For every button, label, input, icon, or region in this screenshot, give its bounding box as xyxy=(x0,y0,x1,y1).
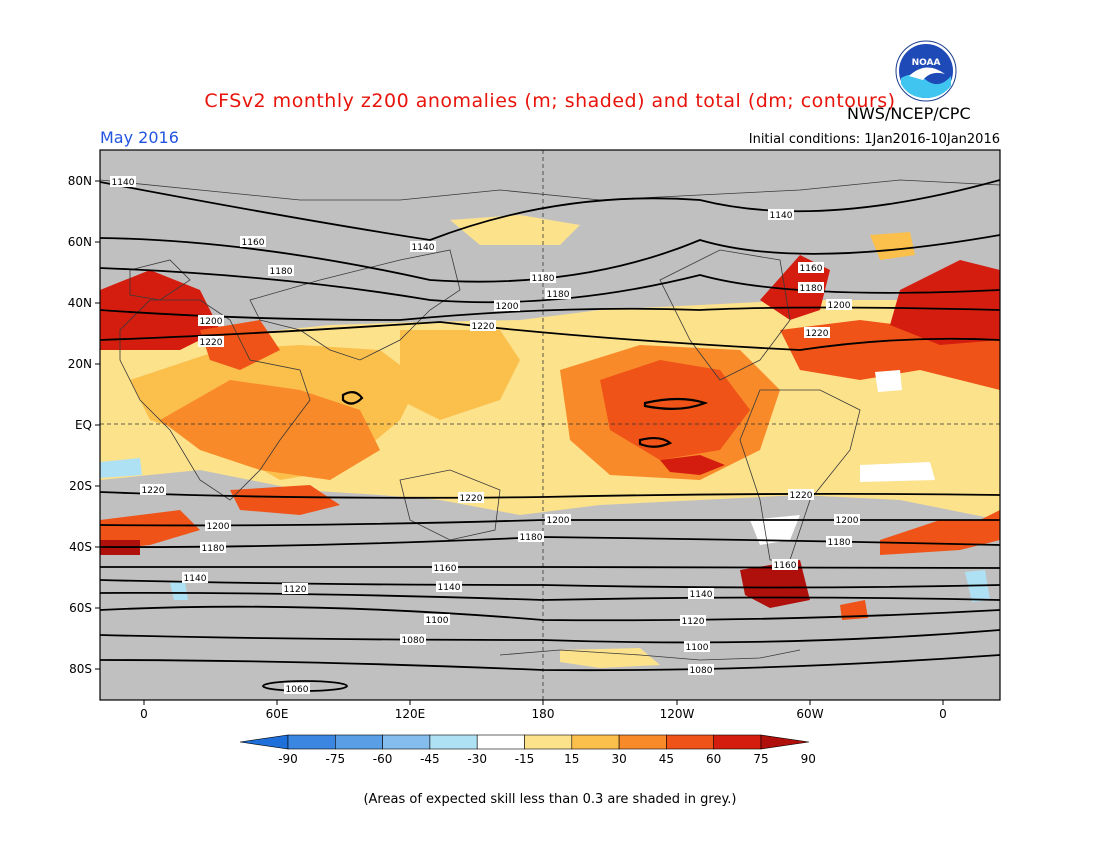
lat-label: 80S xyxy=(69,662,92,676)
colorbar-segment xyxy=(382,734,431,750)
svg-text:1160: 1160 xyxy=(800,264,823,274)
lat-label: 40N xyxy=(68,296,92,310)
svg-text:1200: 1200 xyxy=(200,317,223,327)
svg-text:1220: 1220 xyxy=(806,329,829,339)
anomaly-shading xyxy=(100,215,1000,668)
colorbar-segment xyxy=(713,734,762,750)
colorbar-tick-label: 15 xyxy=(564,752,579,766)
coastlines xyxy=(100,179,1000,661)
svg-text:1200: 1200 xyxy=(828,301,851,311)
svg-text:1140: 1140 xyxy=(438,583,461,593)
svg-text:1220: 1220 xyxy=(472,322,495,332)
svg-text:1060: 1060 xyxy=(286,685,309,695)
svg-text:1200: 1200 xyxy=(547,516,570,526)
svg-text:1160: 1160 xyxy=(774,561,797,571)
lon-label: 120E xyxy=(395,707,426,721)
colorbar-segment xyxy=(666,734,715,750)
svg-text:1080: 1080 xyxy=(402,636,425,646)
colorbar-tick-label: -90 xyxy=(278,752,298,766)
lat-label: EQ xyxy=(75,418,92,432)
lat-label: 60S xyxy=(69,601,92,615)
skill-note: (Areas of expected skill less than 0.3 a… xyxy=(363,792,737,807)
svg-text:1220: 1220 xyxy=(142,486,165,496)
svg-text:1100: 1100 xyxy=(686,643,709,653)
colorbar-segment xyxy=(429,734,478,750)
colorbar-tick-label: -45 xyxy=(420,752,440,766)
colorbar-segment xyxy=(476,734,525,750)
lat-label: 20N xyxy=(68,357,92,371)
svg-text:1160: 1160 xyxy=(434,564,457,574)
svg-text:1120: 1120 xyxy=(682,617,705,627)
svg-text:1180: 1180 xyxy=(270,267,293,277)
svg-text:1180: 1180 xyxy=(520,533,543,543)
svg-text:NOAA: NOAA xyxy=(912,58,941,68)
svg-text:1180: 1180 xyxy=(828,538,851,548)
svg-text:1180: 1180 xyxy=(532,274,555,284)
colorbar-tick-label: -15 xyxy=(515,752,535,766)
svg-text:1220: 1220 xyxy=(460,494,483,504)
organization-label: NWS/NCEP/CPC xyxy=(847,104,971,123)
lon-label: 180 xyxy=(532,707,555,721)
svg-text:1220: 1220 xyxy=(200,338,223,348)
colorbar-segment xyxy=(524,734,573,750)
lat-label: 60N xyxy=(68,235,92,249)
lon-label: 60E xyxy=(266,707,289,721)
svg-text:1100: 1100 xyxy=(426,616,449,626)
lon-label: 60W xyxy=(796,707,823,721)
contour-labels: 1140 1140 1140 1160 1160 1180 1180 1180 … xyxy=(110,176,860,695)
lon-label: 0 xyxy=(140,707,148,721)
svg-text:1200: 1200 xyxy=(207,522,230,532)
svg-text:1140: 1140 xyxy=(112,178,135,188)
lon-label: 0 xyxy=(939,707,947,721)
colorbar-segment xyxy=(287,734,336,750)
longitude-axis: 0 60E 120E 180 120W 60W 0 xyxy=(140,700,947,721)
lon-label: 120W xyxy=(660,707,695,721)
colorbar-tick-label: 45 xyxy=(659,752,674,766)
colorbar-segment xyxy=(239,734,289,750)
lat-label: 80N xyxy=(68,174,92,188)
colorbar-tick-label: 75 xyxy=(753,752,768,766)
noaa-logo-icon: NOAA xyxy=(895,40,957,102)
svg-text:1140: 1140 xyxy=(770,211,793,221)
colorbar-tick-label: -30 xyxy=(467,752,487,766)
svg-text:1180: 1180 xyxy=(547,290,570,300)
svg-text:1140: 1140 xyxy=(412,243,435,253)
forecast-month: May 2016 xyxy=(100,128,179,147)
svg-text:1220: 1220 xyxy=(790,491,813,501)
colorbar-segment xyxy=(334,734,383,750)
colorbar-tick-label: 90 xyxy=(801,752,816,766)
lat-label: 40S xyxy=(69,540,92,554)
colorbar-tick-label: 60 xyxy=(706,752,721,766)
svg-text:1140: 1140 xyxy=(690,590,713,600)
svg-text:1160: 1160 xyxy=(242,238,265,248)
latitude-axis: 80N 60N 40N 20N EQ 20S 40S 60S 80S xyxy=(68,174,100,676)
colorbar-tick-label: 30 xyxy=(611,752,626,766)
chart-title: CFSv2 monthly z200 anomalies (m; shaded)… xyxy=(204,90,896,112)
svg-text:1120: 1120 xyxy=(284,585,307,595)
svg-text:1140: 1140 xyxy=(184,574,207,584)
lat-label: 20S xyxy=(69,479,92,493)
initial-conditions: Initial conditions: 1Jan2016-10Jan2016 xyxy=(748,132,1000,147)
colorbar-segment xyxy=(571,734,620,750)
height-contours xyxy=(100,179,1000,692)
colorbar-tick-label: -75 xyxy=(325,752,345,766)
svg-text:1200: 1200 xyxy=(496,302,519,312)
colorbar-segment xyxy=(618,734,667,750)
svg-text:1180: 1180 xyxy=(202,544,225,554)
colorbar-tick-label: -60 xyxy=(373,752,393,766)
svg-text:1080: 1080 xyxy=(690,666,713,676)
svg-text:1180: 1180 xyxy=(800,284,823,294)
svg-text:1200: 1200 xyxy=(836,516,859,526)
colorbar-segment xyxy=(760,734,810,750)
